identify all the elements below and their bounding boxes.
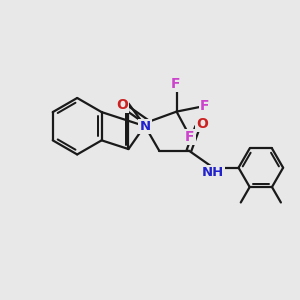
Text: N: N — [140, 120, 151, 133]
Text: F: F — [185, 130, 195, 144]
Text: NH: NH — [202, 166, 224, 179]
Text: F: F — [200, 99, 210, 113]
Text: O: O — [116, 98, 128, 112]
Text: F: F — [170, 77, 180, 91]
Text: O: O — [196, 117, 208, 131]
